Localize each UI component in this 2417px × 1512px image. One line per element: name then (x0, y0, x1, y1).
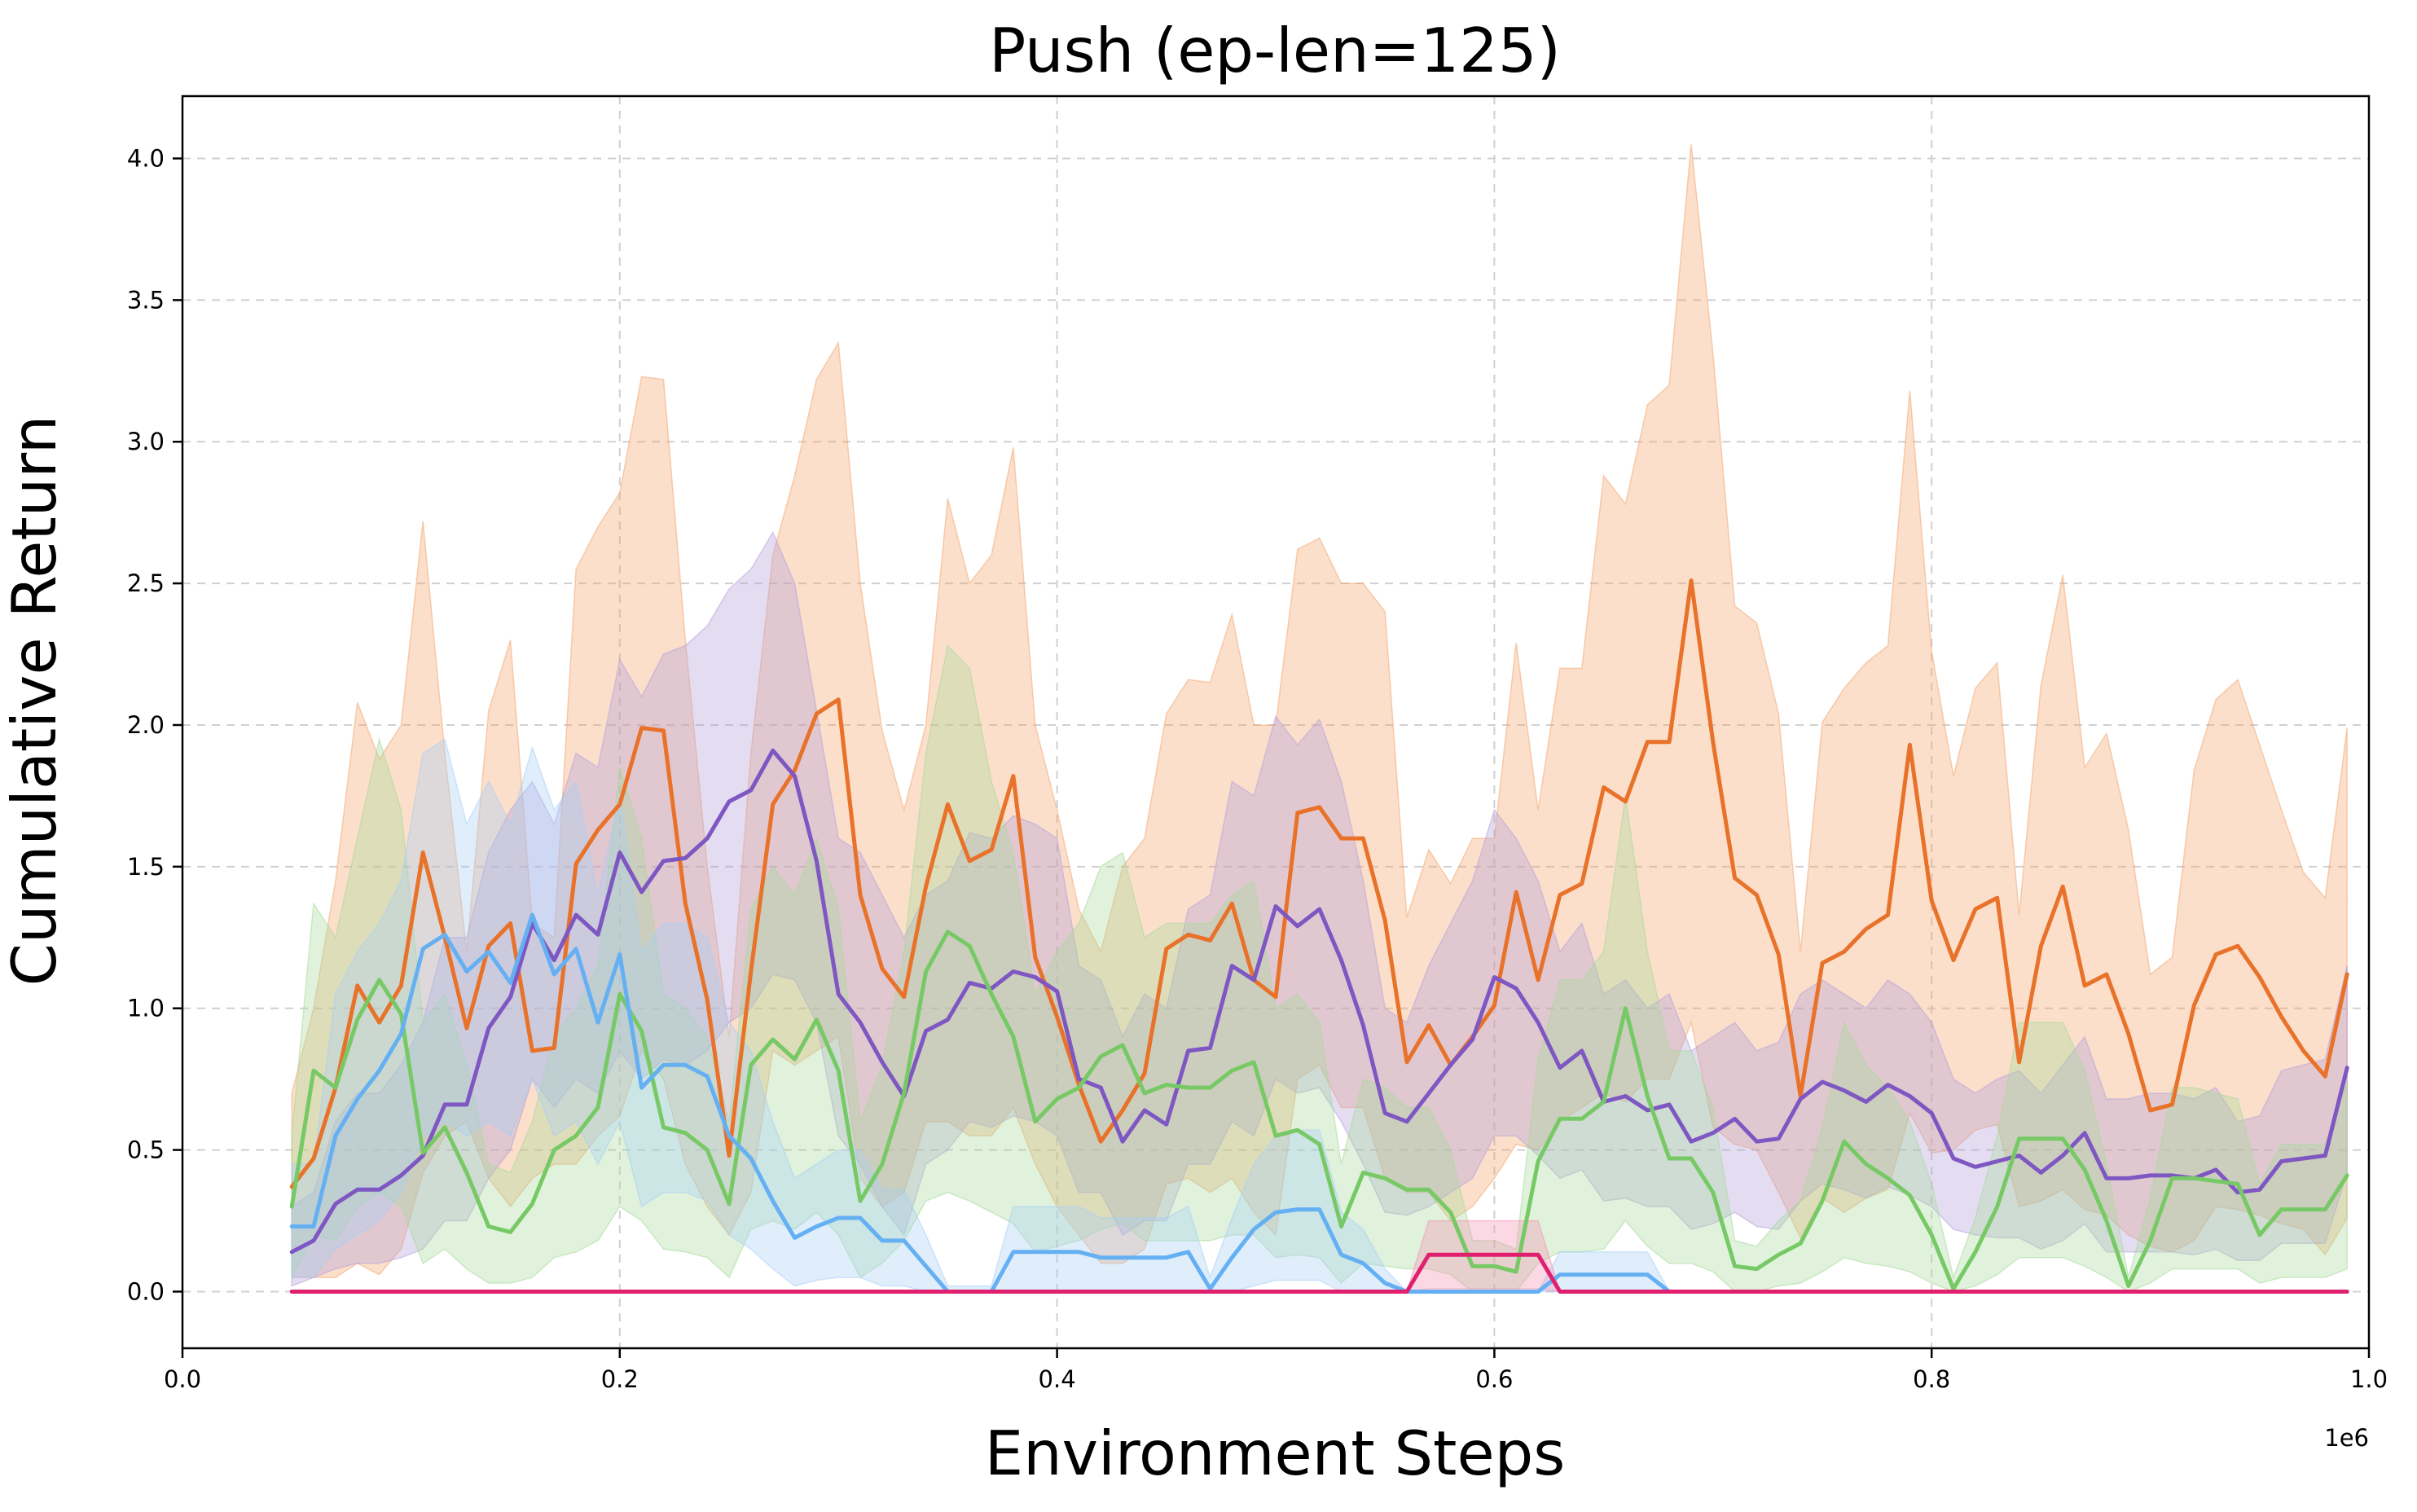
x-axis-offset-label: 1e6 (2324, 1424, 2369, 1452)
y-tick-label: 0.0 (127, 1277, 165, 1305)
y-tick-label: 2.5 (127, 569, 165, 597)
series-0-line (289, 578, 2349, 1189)
x-tick-label: 1.0 (2350, 1365, 2388, 1393)
series-4-line (289, 1252, 2349, 1294)
series-lines (289, 578, 2349, 1294)
series-2-band (291, 644, 2348, 1293)
x-tick-label: 0.8 (1913, 1365, 1950, 1393)
x-tick-label: 0.0 (164, 1365, 201, 1393)
y-tick-label: 2.0 (127, 711, 165, 739)
y-tick-label: 1.0 (127, 995, 165, 1022)
chart-title: Push (ep-len=125) (989, 15, 1561, 86)
x-tick-label: 0.6 (1475, 1365, 1513, 1393)
plot-frame (181, 94, 2371, 1350)
series-1-line (289, 748, 2349, 1255)
y-tick-label: 4.0 (127, 145, 165, 173)
axis-ticks: 0.0 0.2 0.4 0.6 0.8 1.0 0.0 0.5 1.0 1.5 2.0 2.5 3.0 3… (127, 145, 2388, 1393)
x-tick-label: 0.2 (601, 1365, 639, 1393)
y-tick-label: 1.5 (127, 853, 165, 881)
y-tick-label: 3.0 (127, 428, 165, 455)
y-tick-label: 3.5 (127, 286, 165, 314)
y-axis-label: Cumulative Return (0, 415, 70, 987)
y-tick-label: 0.5 (127, 1136, 165, 1164)
x-tick-label: 0.4 (1039, 1365, 1076, 1393)
series-2-line (289, 930, 2349, 1291)
x-axis-label: Environment Steps (985, 1418, 1566, 1489)
